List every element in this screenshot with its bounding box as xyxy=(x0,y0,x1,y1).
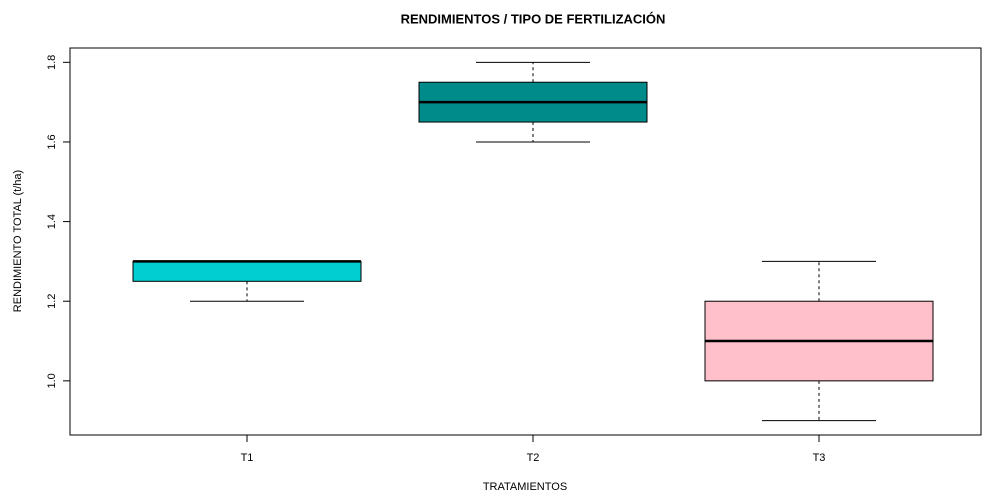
y-tick-label: 1.8 xyxy=(46,55,58,70)
y-tick-label: 1.2 xyxy=(46,294,58,309)
chart-title: RENDIMIENTOS / TIPO DE FERTILIZACIÓN xyxy=(401,11,666,26)
y-tick-label: 1.6 xyxy=(46,134,58,149)
y-axis-label: RENDIMIENTO TOTAL (t/ha) xyxy=(12,170,24,312)
x-tick-label: T2 xyxy=(527,452,540,464)
x-tick-label: T3 xyxy=(813,452,826,464)
y-tick-label: 1.0 xyxy=(46,373,58,388)
x-tick-label: T1 xyxy=(241,452,254,464)
x-axis-label: TRATAMIENTOS xyxy=(483,481,567,493)
box xyxy=(132,260,362,282)
plot-frame xyxy=(69,47,982,436)
y-tick-label: 1.4 xyxy=(46,214,58,229)
